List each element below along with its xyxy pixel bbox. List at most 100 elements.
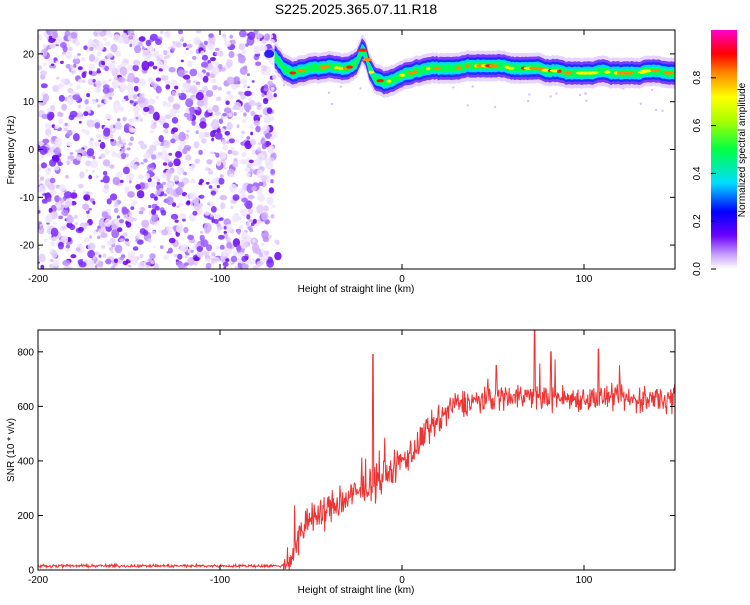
noise-speckle bbox=[180, 140, 187, 146]
noise-speckle bbox=[69, 224, 76, 231]
noise-speckle bbox=[170, 213, 179, 220]
noise-speckle bbox=[51, 236, 57, 242]
noise-speckle bbox=[126, 243, 130, 247]
noise-speckle bbox=[272, 204, 276, 209]
noise-speckle bbox=[171, 90, 176, 96]
noise-speckle bbox=[186, 60, 193, 67]
noise-speckle bbox=[137, 174, 144, 180]
noise-speckle bbox=[48, 207, 53, 213]
noise-speckle bbox=[226, 59, 233, 68]
noise-speckle bbox=[198, 181, 202, 185]
noise-speckle bbox=[124, 186, 130, 194]
noise-speckle bbox=[246, 183, 254, 194]
noise-speckle bbox=[114, 121, 122, 130]
noise-speckle bbox=[226, 242, 233, 249]
noise-speckle bbox=[162, 122, 170, 129]
noise-speckle bbox=[235, 138, 240, 143]
carrier-hotspot bbox=[563, 71, 573, 75]
noise-speckle bbox=[86, 148, 95, 157]
noise-speckle bbox=[139, 79, 146, 87]
noise-speckle bbox=[173, 158, 181, 167]
noise-speckle bbox=[528, 93, 531, 96]
colorbar: 0.0 0.2 0.4 0.6 0.8 Normalized spectral ampl… bbox=[692, 30, 748, 276]
noise-speckle bbox=[85, 129, 90, 136]
colorbar-tick-label: 0.2 bbox=[692, 214, 703, 228]
noise-speckle bbox=[209, 255, 214, 260]
noise-speckle bbox=[92, 256, 96, 260]
noise-speckle bbox=[253, 114, 261, 123]
noise-speckle bbox=[147, 177, 152, 183]
noise-speckle bbox=[58, 118, 64, 125]
noise-speckle bbox=[174, 219, 179, 223]
noise-speckle bbox=[226, 122, 233, 131]
noise-speckle bbox=[105, 258, 112, 265]
noise-speckle bbox=[251, 185, 257, 192]
noise-speckle bbox=[168, 169, 175, 174]
noise-speckle bbox=[207, 42, 215, 51]
noise-speckle bbox=[213, 213, 221, 219]
noise-speckle bbox=[282, 84, 286, 87]
y-tick-label: 800 bbox=[17, 347, 34, 358]
noise-speckle bbox=[139, 253, 144, 259]
noise-speckle bbox=[226, 90, 232, 95]
noise-speckle bbox=[112, 34, 121, 42]
noise-speckle bbox=[52, 85, 59, 92]
noise-speckle bbox=[109, 164, 115, 169]
noise-speckle bbox=[225, 100, 230, 106]
noise-speckle bbox=[257, 193, 265, 202]
noise-speckle bbox=[217, 86, 222, 91]
noise-speckle bbox=[95, 175, 99, 179]
noise-speckle bbox=[49, 259, 54, 262]
noise-speckle bbox=[178, 93, 182, 96]
snr-panel: -200 -100 0 100 0 200 400 600 800 Height of stra… bbox=[6, 329, 676, 596]
noise-speckle bbox=[40, 176, 44, 181]
noise-speckle bbox=[192, 210, 198, 216]
colorbar-ticks: 0.0 0.2 0.4 0.6 0.8 bbox=[692, 70, 716, 276]
snr-frame bbox=[37, 329, 676, 571]
noise-speckle bbox=[166, 102, 171, 108]
noise-speckle bbox=[126, 147, 131, 151]
noise-speckle bbox=[156, 201, 160, 206]
noise-speckle bbox=[210, 151, 214, 155]
noise-speckle bbox=[58, 94, 65, 102]
noise-speckle bbox=[264, 158, 271, 166]
noise-speckle bbox=[215, 96, 222, 102]
noise-speckle bbox=[82, 203, 90, 210]
noise-speckle bbox=[238, 54, 246, 64]
noise-speckle bbox=[225, 223, 233, 232]
noise-speckle bbox=[101, 80, 108, 85]
carrier-hotspot bbox=[357, 48, 368, 52]
noise-speckle bbox=[102, 84, 110, 90]
noise-speckle bbox=[252, 218, 257, 224]
noise-speckle bbox=[81, 71, 87, 79]
noise-speckle bbox=[202, 85, 208, 93]
noise-speckle bbox=[132, 64, 139, 72]
noise-speckle bbox=[107, 32, 113, 38]
noise-speckle bbox=[223, 107, 232, 114]
noise-speckle bbox=[150, 123, 157, 130]
noise-speckle bbox=[83, 45, 88, 50]
noise-speckle bbox=[87, 242, 96, 251]
noise-speckle bbox=[159, 54, 164, 59]
noise-speckle bbox=[257, 152, 265, 162]
noise-speckle bbox=[256, 169, 264, 179]
carrier-hotspot bbox=[362, 58, 372, 62]
noise-speckle bbox=[359, 87, 362, 90]
noise-speckle bbox=[228, 138, 235, 144]
noise-speckle bbox=[44, 238, 48, 242]
noise-speckle bbox=[132, 246, 139, 251]
noise-speckle bbox=[89, 191, 93, 195]
noise-speckle bbox=[62, 40, 66, 43]
noise-speckle bbox=[78, 261, 87, 268]
noise-speckle bbox=[38, 65, 43, 71]
noise-speckle bbox=[97, 68, 100, 72]
noise-speckle bbox=[196, 246, 203, 252]
noise-speckle bbox=[104, 41, 111, 47]
noise-speckle bbox=[119, 219, 124, 224]
noise-speckle bbox=[49, 177, 56, 184]
noise-speckle bbox=[40, 264, 45, 269]
noise-speckle bbox=[94, 141, 100, 147]
noise-speckle bbox=[162, 181, 166, 185]
noise-speckle bbox=[97, 104, 101, 108]
noise-speckle bbox=[64, 122, 68, 127]
